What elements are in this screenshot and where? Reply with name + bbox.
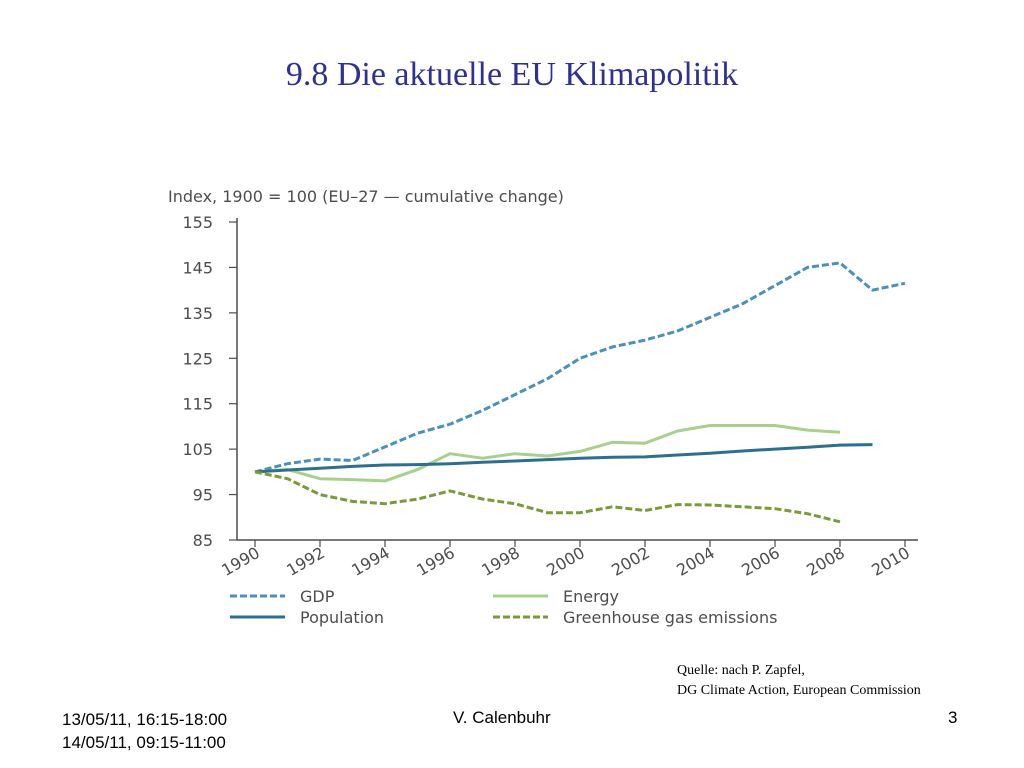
x-tick-label: 2000 bbox=[543, 543, 588, 580]
x-tick-label: 1994 bbox=[348, 543, 393, 580]
y-axis-ticks: 85 95 105 115 125 135 145 155 bbox=[182, 213, 237, 550]
chart-legend: GDP Energy Population Greenhouse gas emissi… bbox=[230, 587, 777, 627]
x-tick-label: 1998 bbox=[478, 543, 523, 580]
footer-author: V. Calenbuhr bbox=[453, 708, 551, 727]
chart-series bbox=[254, 261, 906, 524]
y-tick-label: 135 bbox=[182, 304, 213, 323]
x-tick-label: 2006 bbox=[738, 543, 783, 580]
footer-date-2: 14/05/11, 09:15-11:00 bbox=[62, 733, 226, 752]
legend-label-energy: Energy bbox=[563, 587, 619, 606]
chart-axes bbox=[236, 218, 918, 541]
x-tick-label: 1990 bbox=[218, 543, 263, 580]
x-tick-label: 2008 bbox=[803, 543, 848, 580]
y-tick-label: 125 bbox=[182, 349, 213, 368]
y-tick-label: 95 bbox=[193, 486, 213, 505]
line-chart: Index, 1900 = 100 (EU–27 — cumulative ch… bbox=[168, 187, 918, 627]
y-tick-label: 105 bbox=[182, 440, 213, 459]
source-line-2: DG Climate Action, European Commission bbox=[677, 683, 921, 698]
x-tick-label: 2004 bbox=[673, 543, 718, 580]
footer-date-1: 13/05/11, 16:15-18:00 bbox=[62, 710, 228, 729]
x-tick-label: 2010 bbox=[868, 543, 913, 580]
x-tick-label: 2002 bbox=[608, 543, 653, 580]
y-tick-label: 115 bbox=[182, 395, 213, 414]
slide-title: 9.8 Die aktuelle EU Klimapolitik bbox=[285, 56, 739, 93]
y-tick-label: 85 bbox=[193, 531, 213, 550]
legend-label-population: Population bbox=[300, 608, 384, 627]
footer-dates: 13/05/11, 16:15-18:00 14/05/11, 09:15-11… bbox=[62, 708, 227, 754]
series-line-gdp bbox=[254, 261, 906, 474]
legend-label-gdp: GDP bbox=[300, 587, 335, 606]
legend-label-greenhouse-gas-emissions: Greenhouse gas emissions bbox=[563, 608, 777, 627]
x-axis-ticks: 1990 1992 1994 1996 1998 2000 2002 2004 2006 2008… bbox=[218, 540, 913, 580]
y-tick-label: 145 bbox=[182, 258, 213, 277]
source-note: Quelle: nach P. Zapfel, DG Climate Actio… bbox=[677, 661, 921, 701]
y-tick-label: 155 bbox=[182, 213, 213, 232]
series-line-population bbox=[254, 443, 873, 474]
x-tick-label: 1996 bbox=[413, 543, 458, 580]
chart-title: Index, 1900 = 100 (EU–27 — cumulative ch… bbox=[168, 187, 564, 206]
series-line-greenhouse-gas-emissions bbox=[254, 470, 841, 524]
page-number: 3 bbox=[948, 708, 958, 727]
series-line-energy bbox=[254, 424, 841, 483]
source-line-1: Quelle: nach P. Zapfel, bbox=[677, 663, 805, 678]
x-tick-label: 1992 bbox=[283, 543, 328, 580]
